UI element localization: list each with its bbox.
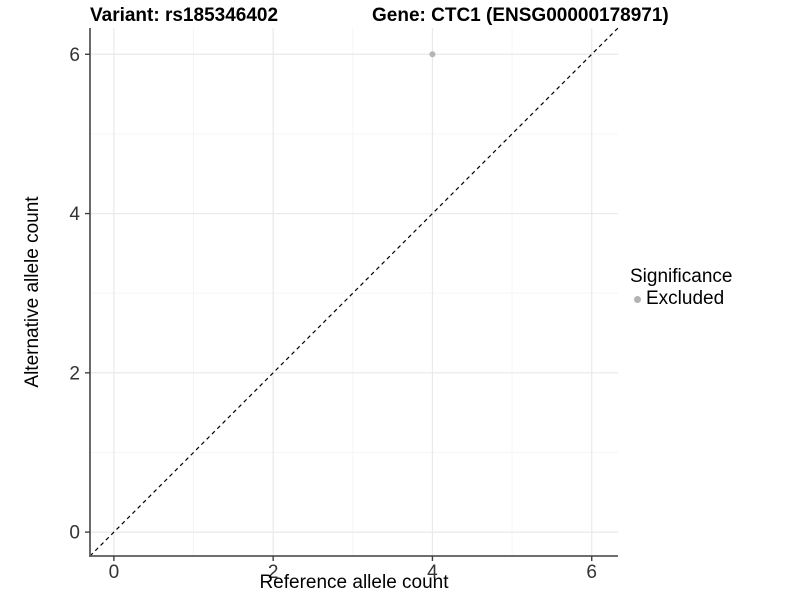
y-tick-label: 0 xyxy=(69,523,80,544)
x-tick-label: 4 xyxy=(427,562,438,583)
data-point xyxy=(429,51,436,58)
legend: Significance Excluded xyxy=(630,266,732,310)
plot-title-variant: Variant: rs185346402 xyxy=(90,5,279,26)
x-tick-label: 2 xyxy=(268,562,279,583)
x-tick-label: 0 xyxy=(109,562,120,583)
x-axis-title: Reference allele count xyxy=(259,572,449,593)
legend-title: Significance xyxy=(630,266,733,287)
identity-reference-line xyxy=(89,27,619,557)
y-tick-label: 4 xyxy=(69,204,80,225)
y-tick-label: 2 xyxy=(69,363,80,384)
x-tick-label: 6 xyxy=(586,562,597,583)
legend-point-icon xyxy=(634,295,641,303)
y-axis-title: Alternative allele count xyxy=(22,196,43,388)
plot-title-gene: Gene: CTC1 (ENSG00000178971) xyxy=(372,5,669,26)
legend-item-excluded: Excluded xyxy=(630,288,732,310)
legend-item-label: Excluded xyxy=(646,288,725,309)
y-tick-label: 6 xyxy=(69,45,80,66)
